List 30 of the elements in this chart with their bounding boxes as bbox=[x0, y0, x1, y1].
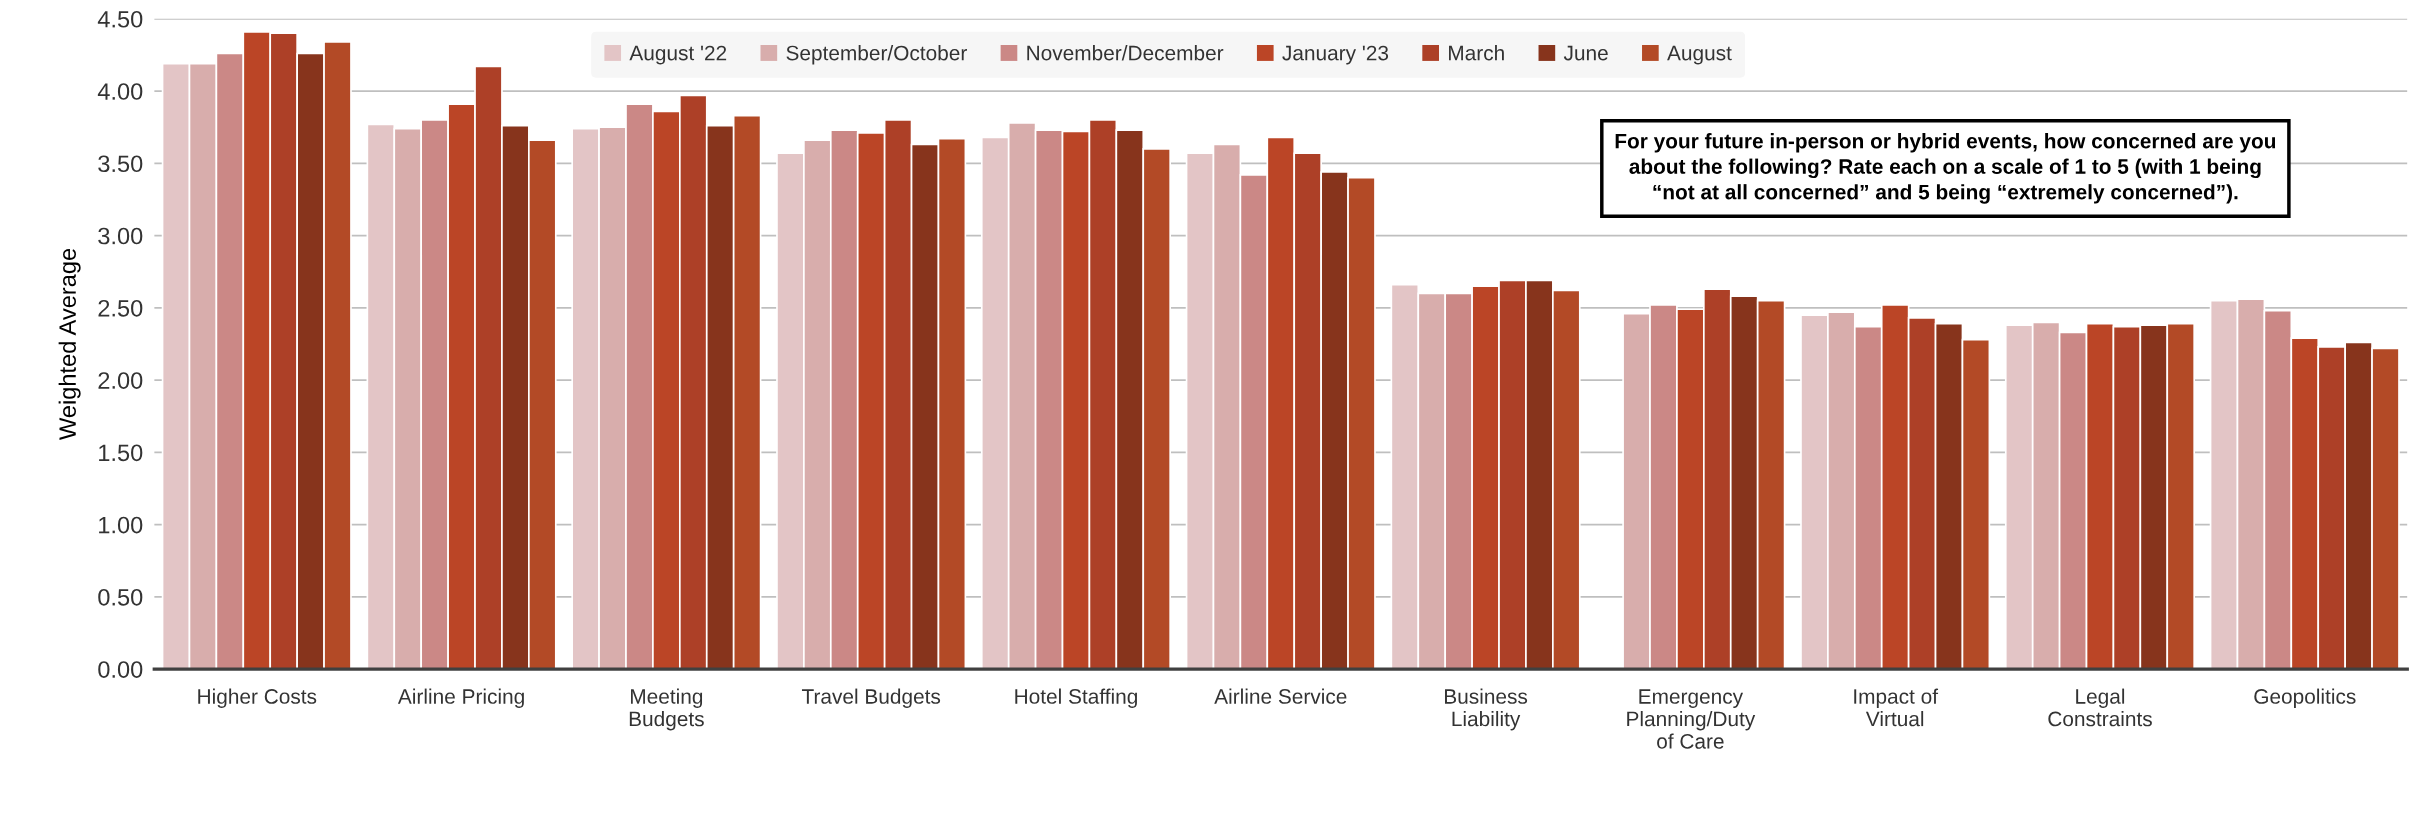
x-tick-label: Legal Constraints bbox=[2048, 688, 2152, 727]
legend-label: August bbox=[1667, 45, 1732, 65]
y-tick-label: 2.50 bbox=[98, 299, 143, 317]
legend-label: November/December bbox=[1027, 45, 1224, 61]
y-tick-label: 2.00 bbox=[98, 372, 143, 389]
x-tick-label: Meeting Budgets bbox=[629, 688, 704, 731]
legend-label: January '23 bbox=[1282, 45, 1389, 65]
legend-label: August '22 bbox=[629, 45, 727, 65]
x-tick-label: Impact of Virtual bbox=[1854, 688, 1939, 727]
y-tick-label: 1.00 bbox=[99, 516, 143, 534]
y-axis-title: Weighted Average bbox=[58, 248, 81, 440]
x-tick-label: Travel Budgets bbox=[801, 688, 941, 708]
x-tick-label: Geopolitics bbox=[2254, 688, 2356, 708]
y-tick-label: 1.50 bbox=[99, 444, 143, 462]
y-tick-label: 4.50 bbox=[97, 10, 143, 28]
y-tick-label: 0.00 bbox=[98, 661, 143, 678]
y-tick-label: 0.50 bbox=[98, 588, 143, 606]
annotation: For your future in-person or hybrid events, how concerned are you about the following? Rate each on a scale of 1 to 5 (with 1 being “not at all concerned” and 5 being “extremely concerned”). bbox=[1615, 133, 2276, 204]
x-tick-label: Airline Pricing bbox=[397, 688, 524, 708]
y-tick-label: 3.50 bbox=[98, 155, 143, 173]
y-tick-label: 3.00 bbox=[98, 227, 143, 245]
x-tick-label: Airline Service bbox=[1214, 688, 1347, 704]
legend-label: March bbox=[1449, 45, 1504, 61]
x-tick-label: Higher Costs bbox=[198, 688, 317, 708]
x-tick-label: Hotel Staffing bbox=[1015, 688, 1137, 708]
legend-label: June bbox=[1563, 45, 1608, 61]
y-tick-label: 4.00 bbox=[97, 83, 143, 100]
x-tick-label: Emergency Planning/Duty of Care bbox=[1627, 689, 1756, 749]
x-tick-label: Business Liability bbox=[1445, 688, 1528, 731]
legend-label: September/October bbox=[786, 45, 967, 65]
